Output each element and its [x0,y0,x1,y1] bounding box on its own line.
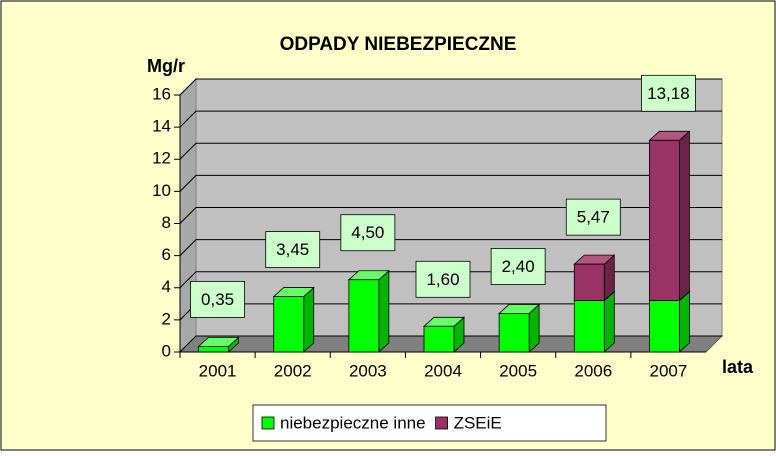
data-label: 0,35 [201,290,234,309]
data-label: 5,47 [577,208,610,227]
bar [423,325,455,353]
bar [649,300,680,353]
bar [573,263,605,301]
y-axis-title: Mg/r [147,56,185,76]
bar [573,300,605,353]
bar [649,139,680,302]
grid-line [179,142,722,160]
data-label: 4,50 [351,223,384,242]
bar [348,279,380,353]
data-label: 2,40 [502,257,535,276]
bar [198,345,229,353]
chart-title: ODPADY NIEBEZPIECZNE [280,34,517,55]
y-tick-label: 14 [152,117,171,136]
y-tick-label: 6 [162,245,171,264]
y-tick-label: 12 [152,149,171,168]
y-tick-label: 16 [152,84,171,103]
data-label: 1,60 [426,270,459,289]
bar [273,296,305,353]
data-label-box [190,280,245,318]
x-tick-label: 2007 [650,361,688,380]
x-tick-label: 2002 [274,361,312,380]
x-tick-label: 2001 [199,361,237,380]
y-tick-label: 0 [162,341,171,360]
data-label-box [340,214,396,252]
grid-line [179,207,722,224]
x-tick-label: 2004 [424,361,462,380]
legend-swatch [435,416,448,430]
bar-side [603,290,615,353]
data-label: 13,18 [647,84,690,103]
bar [498,313,530,353]
y-tick-label: 8 [162,213,171,232]
bar-side [303,286,315,353]
x-tick-label: 2003 [349,361,387,380]
bar-side [679,290,690,353]
bar-side [679,130,690,302]
data-label: 3,45 [276,240,309,259]
grid-line [179,335,722,353]
legend [252,404,607,442]
x-tick-label: 2006 [574,361,612,380]
y-tick-label: 2 [162,309,171,328]
bar-side [378,269,390,353]
y-tick-label: 10 [152,181,171,200]
data-label-box [415,260,471,298]
data-label-box [490,248,546,285]
legend-swatch [261,416,275,430]
grid-line [179,78,722,96]
grid-line [179,110,722,128]
grid-line [179,271,722,289]
data-label-box [265,231,321,268]
x-tick-label: 2005 [499,361,537,380]
x-axis-title: lata [722,357,754,377]
data-label-box [565,198,621,236]
data-label-box [641,74,696,112]
grid-line [179,174,722,192]
grid-line [179,239,722,256]
legend-label: ZSEiE [454,413,502,432]
legend-label: niebezpieczne inne [280,413,426,432]
y-tick-label: 4 [162,277,171,296]
